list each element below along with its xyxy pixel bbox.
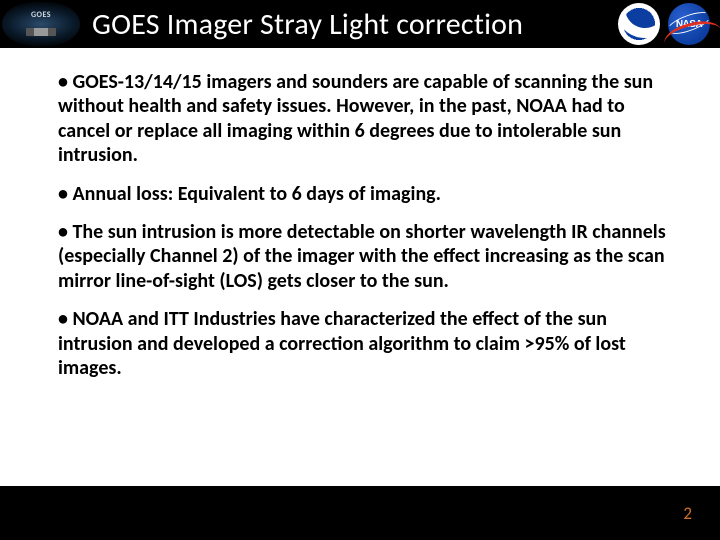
slide-title: GOES Imager Stray Light correction bbox=[92, 6, 523, 43]
goes-logo-icon bbox=[2, 2, 80, 46]
page-number: 2 bbox=[683, 503, 692, 524]
nasa-logo-icon: NASA bbox=[664, 3, 714, 45]
bullet-item: GOES-13/14/15 imagers and sounders are c… bbox=[58, 70, 672, 168]
bullet-item: The sun intrusion is more detectable on … bbox=[58, 220, 672, 293]
earth-background-icon bbox=[0, 486, 720, 540]
slide-footer: 2 bbox=[0, 486, 720, 540]
slide-header: GOES Imager Stray Light correction NASA bbox=[0, 0, 720, 48]
satellite-icon bbox=[26, 28, 56, 36]
noaa-logo-icon bbox=[618, 3, 660, 45]
bullet-item: NOAA and ITT Industries have characteriz… bbox=[58, 307, 672, 380]
slide-body: GOES-13/14/15 imagers and sounders are c… bbox=[0, 48, 720, 380]
bullet-item: Annual loss: Equivalent to 6 days of ima… bbox=[58, 182, 672, 206]
